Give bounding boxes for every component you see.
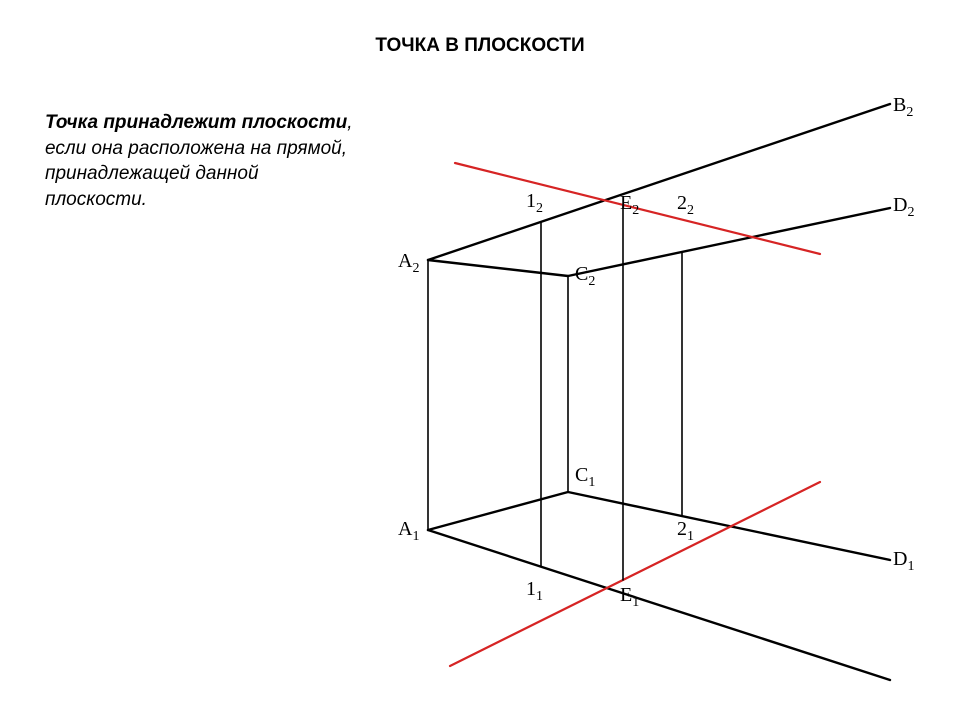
label-base: D	[893, 194, 907, 216]
label-sub: 2	[632, 203, 639, 218]
label-base: B	[893, 94, 906, 116]
label-base: 2	[677, 192, 687, 214]
label-base: C	[575, 263, 588, 285]
line-A2B2	[428, 104, 890, 260]
label-E2: E2	[620, 192, 639, 219]
page: ТОЧКА В ПЛОСКОСТИ Точка принадлежит плос…	[0, 0, 960, 720]
label-sub: 2	[536, 201, 543, 216]
body-paragraph: Точка принадлежит плоскости, если она ра…	[45, 110, 355, 213]
label-base: A	[398, 518, 412, 540]
line-C2D2	[568, 208, 890, 276]
line-A1B1	[428, 530, 890, 680]
label-base: D	[893, 548, 907, 570]
label-sub: 2	[588, 274, 595, 289]
label-22: 22	[677, 192, 694, 219]
label-base: 1	[526, 190, 536, 212]
label-base: E	[620, 192, 632, 214]
label-base: A	[398, 250, 412, 272]
label-21: 21	[677, 518, 694, 545]
label-sub: 2	[907, 205, 914, 220]
label-D2: D2	[893, 194, 914, 221]
label-12: 12	[526, 190, 543, 217]
label-C1: C1	[575, 464, 595, 491]
label-base: 1	[526, 578, 536, 600]
label-A1: A1	[398, 518, 419, 545]
paragraph-lead: Точка принадлежит плоскости	[45, 112, 347, 133]
label-B2: B2	[893, 94, 913, 121]
label-sub: 2	[687, 203, 694, 218]
label-base: C	[575, 464, 588, 486]
label-D1: D1	[893, 548, 914, 575]
label-A2: A2	[398, 250, 419, 277]
label-sub: 1	[588, 475, 595, 490]
line-A1C1	[428, 492, 568, 530]
label-sub: 1	[907, 559, 914, 574]
page-title: ТОЧКА В ПЛОСКОСТИ	[0, 35, 960, 57]
label-C2: C2	[575, 263, 595, 290]
label-sub: 2	[412, 261, 419, 276]
label-sub: 1	[536, 589, 543, 604]
label-sub: 1	[632, 595, 639, 610]
diagram-svg	[370, 100, 930, 690]
label-sub: 1	[412, 529, 419, 544]
projection-diagram: B2D2A2C212E222A1C111E121D1	[370, 100, 930, 690]
label-sub: 2	[906, 105, 913, 120]
label-E1: E1	[620, 584, 639, 611]
label-11: 11	[526, 578, 543, 605]
label-base: E	[620, 584, 632, 606]
line-C1D1	[568, 492, 890, 560]
title-text: ТОЧКА В ПЛОСКОСТИ	[375, 35, 584, 56]
label-sub: 1	[687, 529, 694, 544]
line-A2C2	[428, 260, 568, 276]
label-base: 2	[677, 518, 687, 540]
